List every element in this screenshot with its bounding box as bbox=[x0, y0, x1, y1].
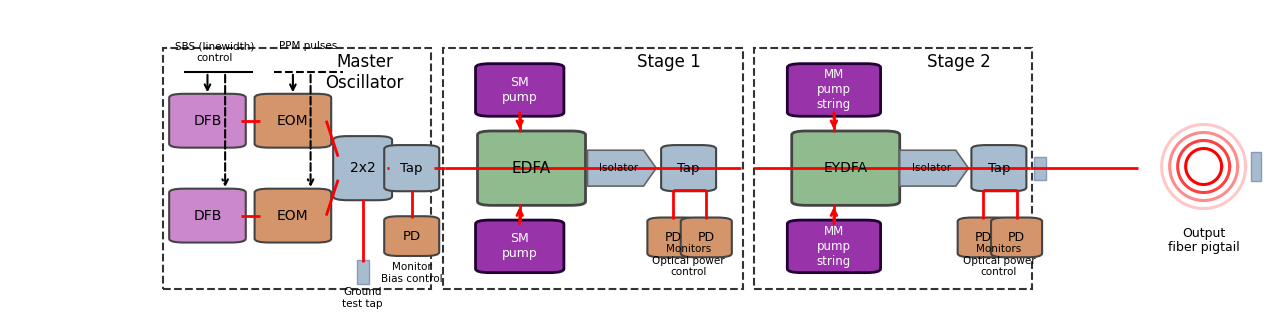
Text: Monitors
Optical power
control: Monitors Optical power control bbox=[653, 244, 725, 277]
FancyBboxPatch shape bbox=[475, 64, 564, 116]
FancyBboxPatch shape bbox=[170, 94, 246, 148]
Text: Isolator: Isolator bbox=[599, 163, 639, 173]
FancyBboxPatch shape bbox=[661, 145, 716, 191]
Text: Monitor
Bias control: Monitor Bias control bbox=[381, 262, 442, 284]
FancyBboxPatch shape bbox=[333, 136, 392, 200]
Text: Isolator: Isolator bbox=[912, 163, 950, 173]
FancyBboxPatch shape bbox=[680, 217, 732, 257]
Text: Output
fiber pigtail: Output fiber pigtail bbox=[1168, 226, 1239, 254]
Text: PD: PD bbox=[1009, 231, 1025, 244]
Text: SM
pump: SM pump bbox=[502, 76, 537, 104]
Text: 2x2: 2x2 bbox=[350, 161, 375, 175]
FancyBboxPatch shape bbox=[384, 145, 440, 191]
Text: PD: PD bbox=[698, 231, 715, 244]
FancyBboxPatch shape bbox=[958, 217, 1009, 257]
Text: Tap: Tap bbox=[678, 162, 699, 175]
Text: Tap: Tap bbox=[400, 162, 423, 175]
Text: EDFA: EDFA bbox=[512, 161, 551, 176]
Text: PPM pulses: PPM pulses bbox=[279, 41, 337, 51]
Text: EYDFA: EYDFA bbox=[824, 161, 868, 175]
FancyBboxPatch shape bbox=[1251, 152, 1261, 181]
Text: SBS (linewidth)
control: SBS (linewidth) control bbox=[175, 41, 253, 63]
FancyBboxPatch shape bbox=[475, 220, 564, 273]
Text: EOM: EOM bbox=[277, 208, 309, 222]
Text: SM
pump: SM pump bbox=[502, 232, 537, 260]
Text: PD: PD bbox=[403, 230, 421, 243]
FancyBboxPatch shape bbox=[647, 217, 698, 257]
Polygon shape bbox=[900, 150, 968, 186]
Text: PD: PD bbox=[974, 231, 992, 244]
FancyBboxPatch shape bbox=[1034, 157, 1047, 180]
Text: Ground
test tap: Ground test tap bbox=[342, 287, 383, 309]
FancyBboxPatch shape bbox=[991, 217, 1041, 257]
FancyBboxPatch shape bbox=[792, 131, 900, 205]
FancyBboxPatch shape bbox=[787, 220, 881, 273]
Text: DFB: DFB bbox=[194, 208, 222, 222]
FancyBboxPatch shape bbox=[170, 189, 246, 242]
FancyBboxPatch shape bbox=[255, 94, 331, 148]
FancyBboxPatch shape bbox=[357, 260, 369, 284]
Text: Stage 2: Stage 2 bbox=[926, 53, 991, 71]
FancyBboxPatch shape bbox=[972, 145, 1026, 191]
Text: Stage 1: Stage 1 bbox=[637, 53, 701, 71]
Text: MM
pump
string: MM pump string bbox=[817, 69, 851, 112]
Text: PD: PD bbox=[664, 231, 682, 244]
FancyBboxPatch shape bbox=[787, 64, 881, 116]
FancyBboxPatch shape bbox=[255, 189, 331, 242]
FancyBboxPatch shape bbox=[478, 131, 585, 205]
Text: MM
pump
string: MM pump string bbox=[817, 225, 851, 268]
Text: Master
Oscillator: Master Oscillator bbox=[326, 53, 404, 92]
Text: DFB: DFB bbox=[194, 114, 222, 128]
Polygon shape bbox=[588, 150, 656, 186]
Text: Monitors
Optical power
control: Monitors Optical power control bbox=[963, 244, 1035, 277]
Text: Tap: Tap bbox=[988, 162, 1010, 175]
FancyBboxPatch shape bbox=[384, 216, 440, 256]
Text: EOM: EOM bbox=[277, 114, 309, 128]
